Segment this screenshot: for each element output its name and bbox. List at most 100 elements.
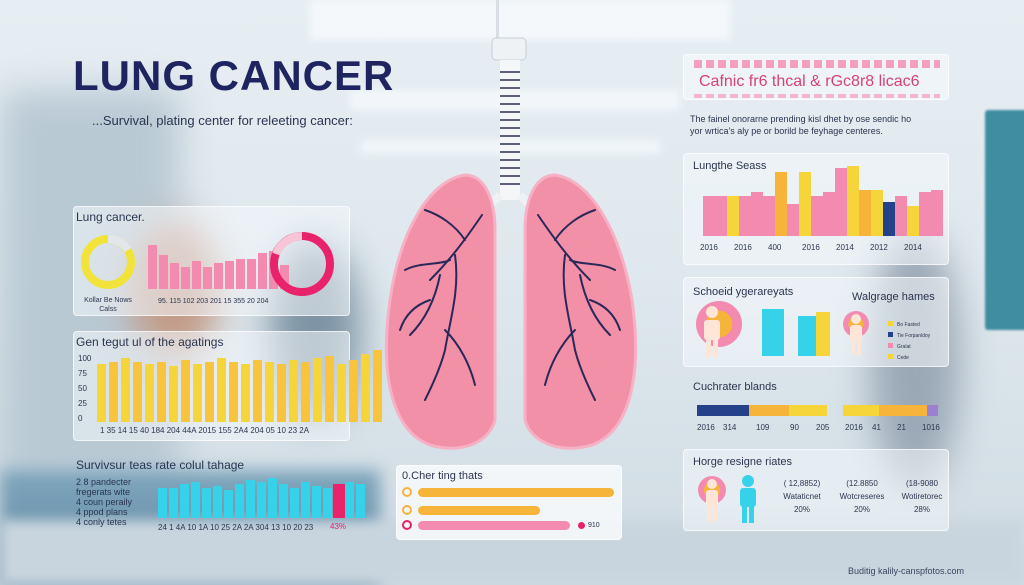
legend-label: Tie Forpanldoy: [897, 333, 931, 339]
multicolor-bar: [715, 196, 727, 236]
progress-icon-3: [402, 520, 412, 530]
cyan-bar: [301, 482, 310, 518]
donut-chart-magenta: [270, 232, 334, 296]
footer-credit: Buditig kalily-canspfotos.com: [847, 566, 964, 576]
stat-block: (18-9080 Wotiretorec 28%: [892, 477, 952, 516]
page-subtitle: ...Survival, plating center for releetin…: [92, 113, 353, 128]
x-tick-label: 205: [816, 423, 830, 432]
horge-heading: Horge resigne riates: [693, 456, 793, 468]
page-title: LUNG CANCER: [73, 52, 395, 99]
yellow-bar: [373, 350, 382, 422]
yellow-bar: [157, 362, 166, 422]
x-tick-label: 2016: [845, 423, 863, 432]
cuchrater-heading: Cuchrater blands: [693, 381, 777, 393]
stat-percent: 28%: [913, 505, 930, 514]
y-tick-label: 75: [78, 369, 87, 378]
x-tick-label: 2016: [700, 243, 718, 252]
x-tick-label: 41: [872, 423, 881, 432]
yellow-bar: [97, 364, 106, 422]
x-tick-label: 2014: [904, 243, 922, 252]
x-tick-label: 2012: [870, 243, 888, 252]
progress-bar-3: [418, 521, 570, 530]
x-tick-label: 1016: [922, 423, 940, 432]
yellow-bar: [241, 364, 250, 422]
cyan-bar: [290, 488, 299, 518]
cyan-bar: [180, 484, 189, 518]
multicolor-bar: [799, 172, 811, 236]
cyan-bar: [246, 480, 255, 518]
progress-bar-2: [418, 506, 540, 515]
lung-cancer-card: [73, 206, 350, 316]
cyan-bar: [279, 484, 288, 518]
pink-bar: [214, 263, 223, 289]
pink-bar-xlabels: 95. 115 102 203 201 15 355 20 204: [158, 298, 269, 305]
multicolor-bar: [919, 192, 931, 236]
progress-value: 910: [588, 522, 600, 529]
x-tick-label: 2016: [697, 423, 715, 432]
pink-bar: [247, 259, 256, 289]
lung-cancer-heading: Lung cancer.: [76, 210, 145, 224]
x-tick-label: 314: [723, 423, 737, 432]
multicolor-bar: [787, 204, 799, 236]
yellow-bar: [121, 358, 130, 422]
y-tick-label: 50: [78, 384, 87, 393]
cyan-bar: [213, 486, 222, 518]
x-tick-label: 2016: [802, 243, 820, 252]
yellow-bar: [265, 362, 274, 422]
cyan-bar: [323, 488, 332, 518]
yellow-bar: [325, 356, 334, 422]
survival-highlight: 43%: [330, 522, 347, 531]
legend-label: Cede: [897, 355, 909, 361]
yellow-bar: [229, 362, 238, 422]
multicolor-bar: [835, 168, 847, 236]
legend-swatch: [888, 354, 893, 359]
legend-item: Bo Fasted: [888, 313, 920, 331]
stat-top: (12.8850: [846, 479, 878, 488]
survival-rate-heading: Survivsur teas rate colul tahage: [76, 458, 245, 472]
pink-bar: [225, 261, 234, 289]
stacked-bar-left: [697, 405, 827, 416]
donut-chart-yellow: [81, 235, 135, 289]
donut-legend: Kollar Be Nows Calss: [84, 297, 132, 313]
stat-block: (12.8850 Wotcreseres 20%: [832, 477, 892, 516]
x-tick-label: 2014: [836, 243, 854, 252]
walgrage-heading: Walgrage hames: [852, 291, 935, 303]
cyan-bar: [345, 482, 354, 518]
person-cyan-icon: [740, 475, 756, 523]
multicolor-bar: [727, 196, 739, 236]
multicolor-bar: [907, 206, 919, 236]
x-tick-label: 21: [897, 423, 906, 432]
pink-bar: [258, 253, 267, 289]
pink-bar: [280, 265, 289, 289]
right-banner: Cafnic fr6 thcal & rGc8r8 licac6: [699, 73, 920, 90]
survival-list-item: 4 coun peraily: [76, 497, 133, 507]
person-pink-icon: [706, 479, 718, 522]
yellow-bar: [361, 354, 370, 422]
cyan-bar: [257, 482, 266, 518]
legend-label: Bo Fasted: [897, 322, 920, 328]
pink-bar: [181, 267, 190, 289]
legend-label: Gralat: [897, 344, 911, 350]
horge-card: [683, 449, 949, 531]
multicolor-bar: [931, 190, 943, 236]
yellow-bar: [337, 364, 346, 422]
cyan-bar-highlight: [333, 484, 345, 518]
stacked-bar-right: [843, 405, 938, 416]
progress-bar-1: [418, 488, 614, 497]
yellow-bar: [145, 364, 154, 422]
yellow-bar: [193, 364, 202, 422]
cyan-bar: [158, 488, 167, 518]
stat-percent: 20%: [793, 505, 810, 514]
multicolor-bar: [739, 196, 751, 236]
progress-icon-2: [402, 505, 412, 515]
yellow-bar: [253, 360, 262, 422]
cyan-bar: [312, 486, 321, 518]
cyan-bar-xlabels: 24 1 4A 10 1A 10 25 2A 2A 304 13 10 20 2…: [158, 523, 314, 532]
person-icon: [704, 306, 720, 357]
yellow-bar-xlabels: 1 35 14 15 40 184 204 44A 2015 155 2A4 2…: [100, 426, 310, 435]
yellow-bar: [349, 360, 358, 422]
multicolor-bar: [775, 172, 787, 236]
survival-list-item: 4 ppod plans: [76, 507, 128, 517]
y-tick-label: 100: [78, 354, 92, 363]
legend-swatch: [888, 321, 893, 326]
